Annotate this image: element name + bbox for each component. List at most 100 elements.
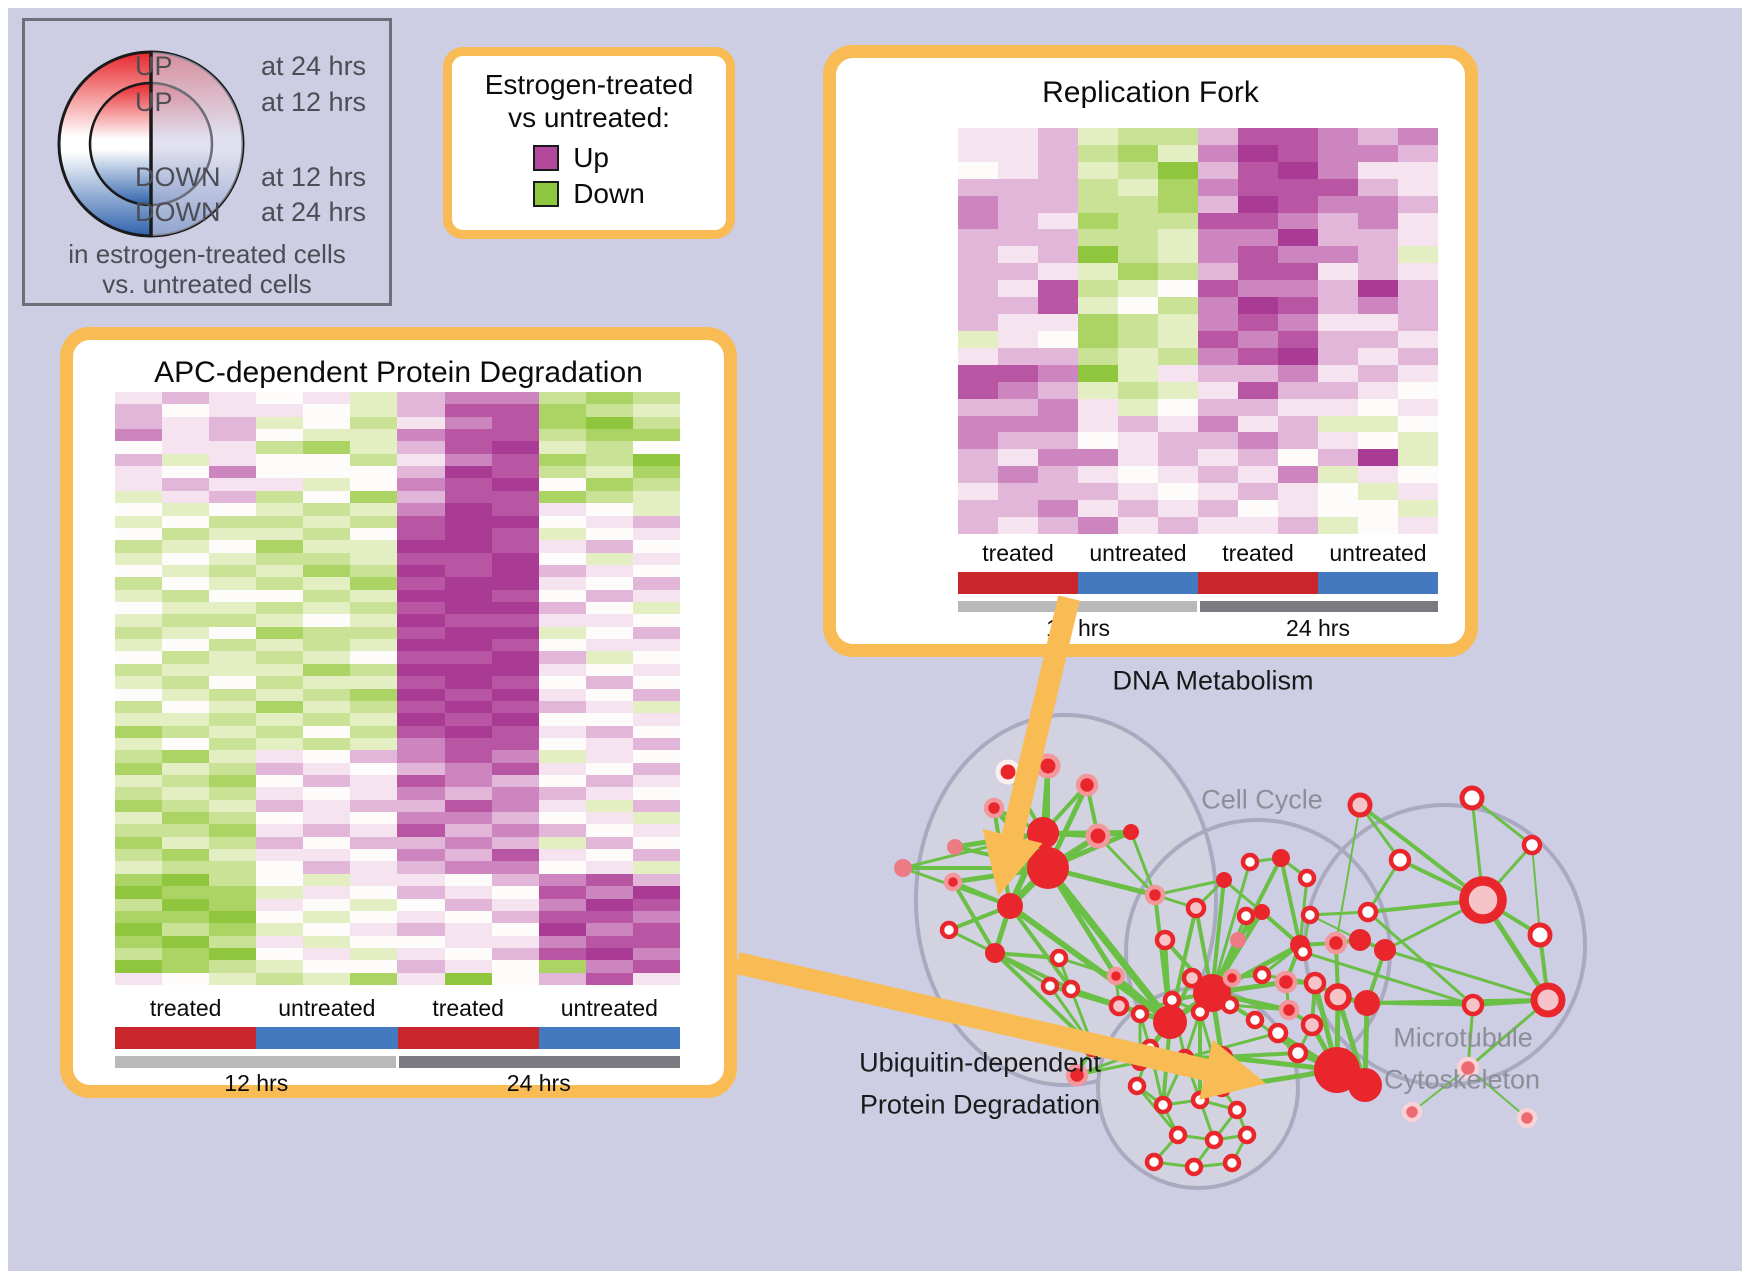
heatmap-cell (444, 614, 492, 627)
heatmap-cell (585, 960, 633, 973)
cluster-label: Ubiquitin-dependent (859, 1047, 1101, 1078)
heatmap-cell (538, 898, 586, 911)
heatmap-cell (303, 836, 351, 850)
heatmap-cell (162, 429, 210, 442)
heatmap-cell (538, 836, 586, 850)
heatmap-cell (1238, 398, 1278, 416)
heatmap-cell (538, 750, 586, 763)
heatmap-cell (1078, 347, 1118, 365)
heatmap-cell (115, 392, 163, 405)
heatmap-cell (256, 861, 304, 874)
heatmap-cell (209, 540, 257, 553)
heatmap-cell (1318, 483, 1358, 501)
heatmap-cell (1398, 466, 1438, 484)
heatmap-cell (444, 416, 492, 430)
heatmap-cell (1038, 178, 1078, 196)
heatmap-cell (1118, 178, 1158, 196)
heatmap-cell (115, 626, 163, 640)
network-node (894, 859, 912, 877)
heatmap-cell (538, 540, 586, 553)
untreated-bar (1078, 572, 1198, 594)
heatmap-cell (444, 453, 492, 467)
heatmap-cell (491, 725, 539, 738)
heatmap-cell (585, 700, 633, 714)
heatmap-cell (397, 799, 445, 813)
heatmap-cell (397, 614, 445, 627)
heatmap-cell (444, 713, 492, 726)
heatmap-cell (209, 577, 257, 590)
heatmap-cell (958, 280, 998, 298)
heatmap-cell (491, 836, 539, 850)
heatmap-cell (350, 947, 398, 961)
heatmap-cell (1078, 212, 1118, 230)
heatmap-cell (632, 774, 680, 788)
heatmap-cell (303, 935, 351, 948)
heatmap-cell (1238, 229, 1278, 247)
up-outer-label: UP (135, 51, 173, 81)
heatmap-cell (1078, 263, 1118, 281)
heatmap-cell (1038, 314, 1078, 331)
network-node (1106, 966, 1126, 986)
network-node (1245, 1010, 1265, 1030)
heatmap-cell (998, 263, 1038, 281)
heatmap-cell (1118, 195, 1158, 213)
heatmap-cell (1158, 297, 1198, 315)
heatmap-cell (1158, 144, 1198, 162)
heatmap-cell (397, 812, 445, 825)
heatmap-cell (444, 552, 492, 565)
heatmap-cell (958, 246, 998, 264)
heatmap-cell (162, 725, 210, 738)
network-node (1190, 1090, 1210, 1110)
replication-fork-heatmap (958, 128, 1438, 534)
heatmap-cell (209, 972, 257, 985)
heatmap-cell (350, 626, 398, 640)
heatmap-cell (632, 725, 680, 738)
heatmap-cell (256, 849, 304, 862)
heatmap-cell (256, 552, 304, 565)
heatmap-cell (209, 639, 257, 652)
heatmap-cell (256, 824, 304, 837)
heatmap-cell (998, 128, 1038, 145)
down-inner-time: at 12 hrs (261, 162, 367, 192)
heatmap-cell (491, 429, 539, 442)
heatmap-cell (998, 229, 1038, 247)
heatmap-cell (303, 725, 351, 738)
heatmap-cell (444, 392, 492, 405)
heatmap-cell (585, 947, 633, 961)
heatmap-cell (1398, 432, 1438, 450)
heatmap-cell (491, 404, 539, 417)
heatmap-cell (1358, 246, 1398, 264)
heatmap-cell (1078, 330, 1118, 348)
heatmap-cell (491, 898, 539, 911)
heatmap-cell (1398, 144, 1438, 162)
heatmap-cell (115, 849, 163, 862)
heatmap-cell (632, 849, 680, 862)
heatmap-cell (1358, 280, 1398, 298)
heatmap-cell (350, 886, 398, 899)
heatmap-cell (303, 972, 351, 985)
time-label-12hrs: 12 hrs (1046, 615, 1110, 641)
heatmap-cell (632, 404, 680, 417)
heatmap-cell (1118, 500, 1158, 518)
heatmap-cell (162, 564, 210, 578)
heatmap-cell (958, 381, 998, 399)
heatmap-cell (256, 737, 304, 751)
heatmap-cell (1158, 128, 1198, 145)
heatmap-cell (303, 404, 351, 417)
heatmap-cell (350, 552, 398, 565)
heatmap-cell (303, 750, 351, 763)
heatmap-cell (632, 812, 680, 825)
heatmap-cell (162, 688, 210, 701)
heatmap-cell (1278, 347, 1318, 365)
heatmap-cell (115, 453, 163, 467)
heatmap-cell (444, 725, 492, 738)
heatmap-cell (256, 466, 304, 479)
heatmap-cell (350, 799, 398, 813)
heatmap-cell (1198, 161, 1238, 179)
time-label-24hrs: 24 hrs (506, 1070, 571, 1096)
network-node (1061, 979, 1081, 999)
heatmap-cell (1318, 330, 1358, 348)
network-node (1349, 929, 1371, 951)
heatmap-cell (209, 737, 257, 751)
heatmap-cell (1278, 161, 1318, 179)
